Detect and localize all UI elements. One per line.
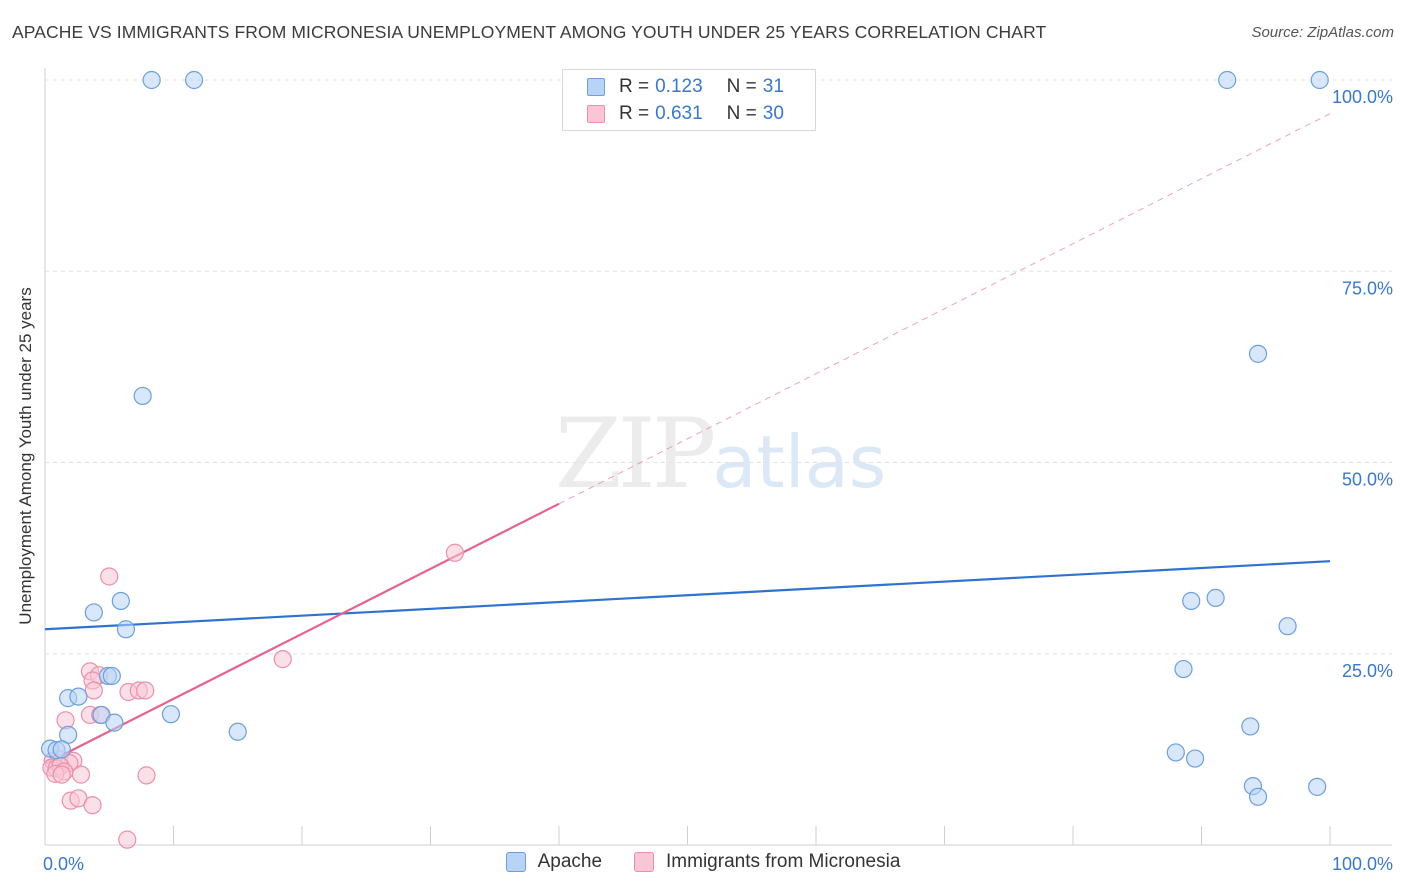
- apache-point: [1182, 591, 1201, 611]
- apache-point: [52, 740, 71, 759]
- micronesia-legend-label: Immigrants from Micronesia: [666, 851, 901, 872]
- apache-point: [1248, 344, 1268, 363]
- apache-point: [133, 386, 152, 406]
- apache-point: [84, 603, 103, 622]
- x-tick-label: 100.0%: [1332, 854, 1393, 874]
- micronesia-point: [273, 650, 292, 669]
- apache-legend-label: Apache: [537, 851, 603, 872]
- apache-point: [1241, 717, 1260, 736]
- apache-point: [184, 70, 204, 90]
- micronesia-point: [445, 543, 465, 562]
- micronesia-point: [71, 765, 91, 784]
- micronesia-point: [118, 830, 137, 849]
- apache-point: [111, 591, 130, 611]
- legend-row-micronesia: R = 0.631 N = 30: [587, 102, 784, 126]
- apache-point: [1174, 659, 1193, 679]
- apache-point: [228, 722, 247, 741]
- apache-point: [1308, 777, 1327, 796]
- micronesia-trend-extension: [558, 113, 1331, 505]
- micronesia-point: [137, 766, 156, 785]
- trend-lines: [44, 113, 1331, 765]
- apache-swatch: [587, 78, 605, 96]
- apache-point: [105, 713, 124, 732]
- micronesia-trend-line: [44, 502, 560, 765]
- micronesia-r-value: 0.631: [655, 103, 703, 124]
- apache-legend-swatch: [505, 852, 526, 872]
- apache-point: [69, 687, 88, 706]
- x-tick-label: 0.0%: [43, 854, 84, 874]
- apache-point: [1185, 749, 1205, 768]
- n-label: N =: [726, 103, 757, 124]
- apache-point: [1218, 70, 1237, 90]
- micronesia-n-value: 30: [762, 103, 784, 124]
- watermark: ZIPatlas: [555, 398, 886, 510]
- apache-point: [1310, 70, 1329, 90]
- micronesia-point: [136, 681, 155, 700]
- y-tick-label: 50.0%: [1342, 470, 1393, 490]
- apache-point: [142, 70, 161, 90]
- n-label: N =: [726, 76, 757, 97]
- micronesia-point: [100, 567, 119, 586]
- legend-item-apache[interactable]: Apache: [505, 851, 603, 873]
- y-tick-label: 100.0%: [1332, 87, 1393, 107]
- r-label: R =: [619, 76, 650, 97]
- apache-point: [1206, 588, 1225, 608]
- apache-n-value: 31: [762, 76, 784, 97]
- apache-point: [1278, 617, 1297, 636]
- stats-legend: R = 0.123 N = 31 R = 0.631 N = 30: [562, 69, 816, 131]
- apache-point: [102, 666, 121, 686]
- apache-point: [161, 705, 181, 724]
- chart-title: APACHE VS IMMIGRANTS FROM MICRONESIA UNE…: [12, 22, 1047, 42]
- watermark-zip: ZIP: [555, 398, 716, 510]
- series-legend: Apache Immigrants from Micronesia: [0, 851, 1406, 873]
- y-tick-label: 25.0%: [1342, 661, 1393, 681]
- r-label: R =: [619, 103, 650, 124]
- legend-item-micronesia[interactable]: Immigrants from Micronesia: [634, 851, 900, 873]
- apache-trend-line: [44, 560, 1331, 631]
- micronesia-swatch: [587, 105, 605, 123]
- micronesia-legend-swatch: [634, 852, 655, 872]
- source-label: Source: ZipAtlas.com: [1251, 24, 1394, 41]
- data-points: [41, 70, 1329, 849]
- micronesia-point: [52, 765, 71, 784]
- axes: [44, 68, 1392, 846]
- apache-point: [116, 620, 136, 639]
- apache-point: [1248, 787, 1268, 806]
- apache-r-value: 0.123: [655, 76, 703, 97]
- legend-row-apache: R = 0.123 N = 31: [587, 75, 784, 99]
- micronesia-point: [84, 681, 103, 700]
- tick-labels: 25.0% 50.0% 75.0% 100.0% 0.0% 100.0%: [43, 87, 1393, 874]
- apache-point: [1166, 743, 1185, 762]
- y-tick-label: 75.0%: [1342, 278, 1393, 298]
- micronesia-point: [83, 796, 102, 815]
